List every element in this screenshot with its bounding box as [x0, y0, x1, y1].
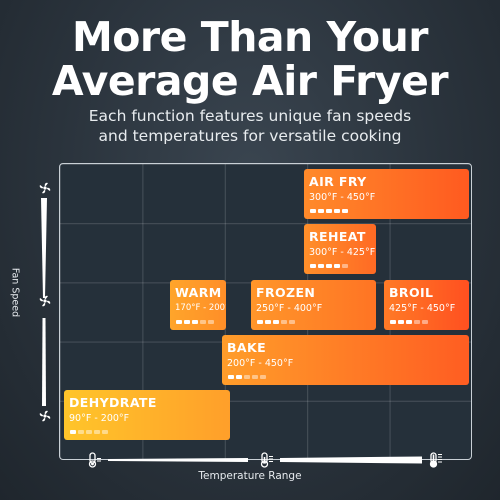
fan-speed-segment	[334, 209, 340, 213]
fan-speed-segment	[289, 320, 295, 324]
fan-speed-segment	[265, 320, 271, 324]
fan-speed-segment	[342, 209, 348, 213]
fan-speed-bars	[228, 375, 266, 379]
fan-speed-segment	[257, 320, 263, 324]
fan-speed-segment	[406, 320, 412, 324]
fan-speed-segment	[326, 209, 332, 213]
fan-speed-segment	[94, 430, 100, 434]
fan-speed-segment	[208, 320, 214, 324]
fan-speed-segment	[342, 264, 348, 268]
fan-speed-segment	[398, 320, 404, 324]
function-temp-range: 425°F - 450°F	[389, 303, 456, 314]
fan-speed-segment	[176, 320, 182, 324]
fan-speed-segment	[200, 320, 206, 324]
fan-speed-segment	[318, 209, 324, 213]
function-card-warm: WARM 170°F - 200°F	[170, 280, 226, 330]
fan-speed-segment	[318, 264, 324, 268]
thermometer-high-icon	[429, 452, 442, 468]
function-card-broil: BROIL 425°F - 450°F	[384, 280, 469, 330]
function-name: AIR FRY	[309, 174, 367, 189]
fan-speed-bars	[70, 430, 108, 434]
thermometer-mid-icon	[260, 452, 273, 468]
fan-icon	[39, 295, 51, 307]
fan-icon	[39, 410, 51, 422]
fan-speed-segment	[236, 375, 242, 379]
function-temp-range: 200°F - 450°F	[227, 358, 294, 369]
function-card-frozen: FROZEN 250°F - 400°F	[251, 280, 376, 330]
fan-speed-segment	[78, 430, 84, 434]
fan-speed-segment	[273, 320, 279, 324]
fan-icon	[39, 182, 51, 194]
fan-speed-segment	[334, 264, 340, 268]
fan-speed-segment	[310, 264, 316, 268]
fan-speed-segment	[244, 375, 250, 379]
fan-speed-segment	[70, 430, 76, 434]
fan-speed-bars	[310, 209, 348, 213]
function-name: BAKE	[227, 340, 267, 355]
function-card-dehydrate: DEHYDRATE 90°F - 200°F	[64, 390, 230, 440]
fan-speed-segment	[326, 264, 332, 268]
fan-speed-segment	[86, 430, 92, 434]
fan-speed-segment	[390, 320, 396, 324]
fan-speed-segment	[252, 375, 258, 379]
fan-speed-axis	[41, 198, 47, 406]
headline-line-2: Average Air Fryer	[51, 57, 449, 105]
function-temp-range: 90°F - 200°F	[69, 413, 130, 424]
fan-speed-segment	[192, 320, 198, 324]
fan-speed-segment	[414, 320, 420, 324]
fan-speed-segment	[281, 320, 287, 324]
function-name: FROZEN	[256, 285, 316, 300]
temperature-axis	[108, 456, 422, 464]
headline-line-1: More Than Your	[71, 13, 429, 61]
fan-speed-bars	[257, 320, 295, 324]
function-temp-range: 170°F - 200°F	[175, 303, 226, 313]
fan-speed-segment	[260, 375, 266, 379]
fan-speed-segment	[228, 375, 234, 379]
function-card-air-fry: AIR FRY 300°F - 450°F	[304, 169, 469, 219]
subheadline-line-1: Each function features unique fan speeds	[88, 107, 412, 125]
thermometer-low-icon	[88, 452, 101, 468]
fan-speed-segment	[422, 320, 428, 324]
fan-speed-segment	[102, 430, 108, 434]
y-axis-label: Fan Speed	[9, 267, 21, 318]
function-temp-range: 300°F - 425°F	[309, 247, 376, 258]
function-temp-range: 300°F - 450°F	[309, 192, 376, 203]
function-name: BROIL	[389, 285, 434, 300]
x-axis-label: Temperature Range	[198, 470, 302, 482]
function-card-bake: BAKE 200°F - 450°F	[222, 335, 469, 385]
fan-speed-segment	[310, 209, 316, 213]
fan-speed-bars	[390, 320, 428, 324]
function-temp-range: 250°F - 400°F	[256, 303, 323, 314]
fan-speed-segment	[184, 320, 190, 324]
function-name: DEHYDRATE	[69, 395, 157, 410]
function-name: REHEAT	[309, 229, 366, 244]
fan-speed-bars	[310, 264, 348, 268]
function-card-reheat: REHEAT 300°F - 425°F	[304, 224, 376, 274]
function-name: WARM	[175, 285, 222, 300]
subheadline-line-2: and temperatures for versatile cooking	[98, 127, 402, 145]
fan-speed-bars	[176, 320, 214, 324]
